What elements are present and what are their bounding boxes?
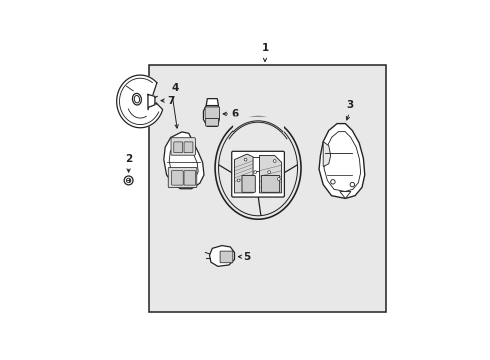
Ellipse shape	[219, 120, 297, 216]
Text: 1: 1	[261, 43, 269, 53]
FancyBboxPatch shape	[184, 142, 193, 153]
Polygon shape	[323, 141, 331, 167]
Circle shape	[244, 158, 247, 161]
Polygon shape	[148, 94, 155, 108]
FancyBboxPatch shape	[220, 251, 233, 263]
Polygon shape	[164, 132, 204, 189]
FancyBboxPatch shape	[261, 175, 280, 192]
Circle shape	[277, 177, 280, 180]
Polygon shape	[210, 246, 235, 266]
Circle shape	[350, 183, 355, 187]
Text: 3: 3	[346, 100, 353, 110]
Circle shape	[273, 159, 276, 162]
FancyBboxPatch shape	[168, 167, 197, 188]
FancyBboxPatch shape	[205, 107, 220, 118]
Circle shape	[331, 180, 335, 184]
Circle shape	[254, 171, 257, 174]
FancyBboxPatch shape	[232, 151, 284, 197]
Text: 6: 6	[231, 109, 239, 119]
Circle shape	[237, 179, 240, 182]
Bar	[148, 66, 386, 312]
Polygon shape	[319, 123, 365, 198]
Text: 5: 5	[244, 252, 251, 262]
Text: 7: 7	[167, 96, 174, 105]
Circle shape	[124, 176, 133, 185]
FancyBboxPatch shape	[184, 171, 196, 185]
FancyBboxPatch shape	[174, 142, 183, 153]
FancyBboxPatch shape	[171, 138, 196, 155]
Polygon shape	[117, 75, 163, 128]
Text: 2: 2	[125, 154, 132, 164]
Circle shape	[268, 171, 270, 174]
Text: 4: 4	[172, 83, 179, 93]
Polygon shape	[206, 99, 219, 105]
Polygon shape	[259, 156, 282, 193]
FancyBboxPatch shape	[206, 118, 219, 126]
FancyBboxPatch shape	[242, 175, 255, 192]
Ellipse shape	[215, 117, 301, 219]
Ellipse shape	[132, 93, 142, 105]
Polygon shape	[203, 105, 219, 126]
Ellipse shape	[134, 95, 140, 103]
Polygon shape	[340, 192, 351, 198]
FancyBboxPatch shape	[172, 171, 183, 185]
Polygon shape	[235, 154, 253, 193]
